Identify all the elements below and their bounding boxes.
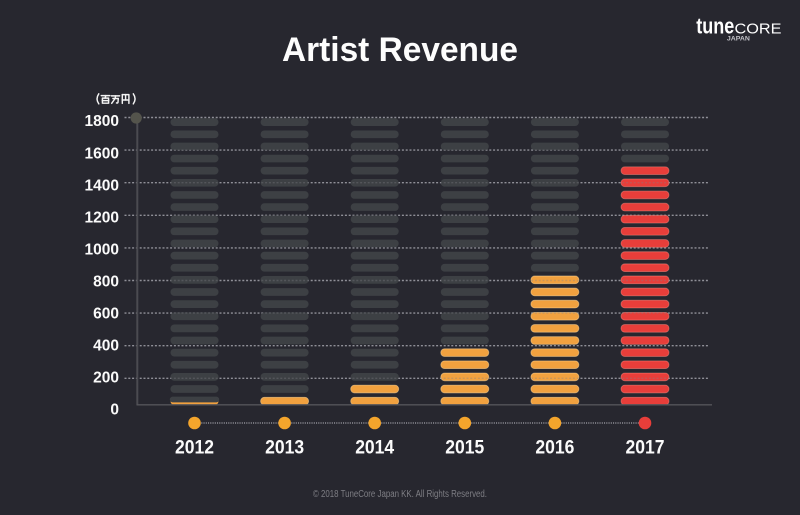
svg-text:800: 800	[93, 273, 119, 290]
svg-text:400: 400	[93, 338, 119, 355]
svg-text:1200: 1200	[85, 209, 119, 226]
svg-text:2016: 2016	[535, 438, 574, 459]
svg-text:© 2018 TuneCore Japan KK. All: © 2018 TuneCore Japan KK. All Rights Res…	[313, 489, 487, 500]
svg-text:tune: tune	[696, 14, 734, 39]
svg-text:2014: 2014	[355, 438, 394, 459]
svg-text:CORE: CORE	[735, 21, 782, 37]
svg-text:1000: 1000	[85, 241, 119, 258]
svg-text:1600: 1600	[85, 145, 119, 162]
svg-text:2013: 2013	[265, 438, 304, 459]
svg-text:1400: 1400	[85, 177, 119, 194]
svg-text:200: 200	[93, 370, 119, 387]
svg-text:2015: 2015	[445, 438, 484, 459]
svg-text:0: 0	[110, 402, 119, 419]
svg-text:JAPAN: JAPAN	[727, 35, 750, 42]
svg-text:2017: 2017	[626, 438, 665, 459]
svg-text:600: 600	[93, 306, 119, 323]
svg-text:1800: 1800	[85, 113, 119, 130]
svg-text:2012: 2012	[175, 438, 214, 459]
svg-text:Artist Revenue: Artist Revenue	[282, 31, 518, 69]
